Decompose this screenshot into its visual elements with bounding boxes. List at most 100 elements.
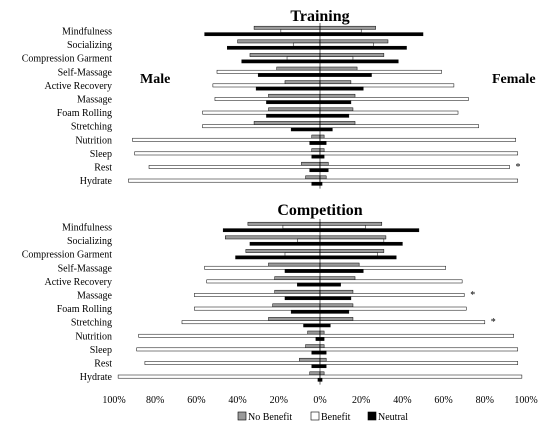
bar-male-benefit-sleep	[134, 151, 321, 156]
bar-female-benefit-sleep	[319, 151, 519, 156]
bar-female-neutral-sleep	[319, 350, 327, 355]
bar-female-benefit-hydrate	[319, 374, 523, 379]
left-group-label: Male	[140, 72, 170, 87]
bar-female-neutral-socializing	[319, 241, 403, 246]
bar-female-neutral-mindfulness	[319, 228, 420, 233]
bar-male-benefit-active-recovery	[212, 83, 321, 88]
category-label-socializing: Socializing	[67, 40, 112, 51]
bar-male-neutral-mindfulness	[222, 228, 321, 233]
legend-swatch-neutral	[367, 411, 377, 421]
bar-female-neutral-compression-garment	[319, 59, 399, 64]
bar-female-neutral-nutrition	[319, 337, 325, 341]
bar-female-no-benefit-rest	[319, 357, 327, 362]
bar-female-benefit-active-recovery	[319, 83, 455, 88]
x-tick-label: 60%	[434, 395, 452, 406]
bar-male-neutral-stretching	[303, 323, 321, 328]
significance-marker: *	[491, 317, 496, 328]
bar-male-no-benefit-nutrition	[311, 134, 321, 139]
panel-title: Competition	[277, 202, 362, 219]
bar-male-benefit-self-massage	[216, 69, 321, 74]
bar-female-benefit-self-massage	[319, 265, 446, 270]
bar-male-benefit-mindfulness	[280, 29, 321, 33]
bar-male-neutral-sleep	[311, 350, 321, 355]
x-tick-label: 80%	[476, 395, 494, 406]
bar-male-no-benefit-stretching	[268, 317, 321, 321]
bar-female-no-benefit-mindfulness	[319, 25, 376, 30]
bar-female-neutral-massage	[319, 100, 352, 105]
category-label-rest: Rest	[94, 359, 112, 370]
legend-label-neutral: Neutral	[378, 412, 408, 423]
panel-title: Training	[290, 8, 349, 25]
bar-female-neutral-active-recovery	[319, 282, 341, 287]
x-tick-label: 100%	[102, 395, 125, 406]
bar-male-neutral-mindfulness	[204, 32, 321, 37]
bar-male-no-benefit-compression-garment	[249, 53, 321, 57]
bar-male-neutral-sleep	[311, 154, 321, 159]
category-label-socializing: Socializing	[67, 236, 112, 247]
bar-female-benefit-nutrition	[319, 137, 516, 142]
bar-female-no-benefit-socializing	[319, 235, 387, 240]
bar-male-neutral-massage	[266, 100, 321, 105]
bar-female-no-benefit-active-recovery	[319, 80, 352, 85]
bar-male-no-benefit-stretching	[253, 121, 321, 125]
bar-male-benefit-massage	[194, 293, 321, 297]
panel-training: Training Male Female Mindfulness Socializing…	[22, 8, 536, 189]
x-tick-label: 60%	[187, 395, 205, 406]
bar-female-benefit-rest	[319, 361, 519, 365]
x-tick-label: 100%	[514, 395, 537, 406]
bar-male-no-benefit-foam-rolling	[268, 107, 321, 112]
bar-female-benefit-active-recovery	[319, 279, 463, 284]
bar-male-benefit-hydrate	[117, 374, 321, 379]
bar-male-no-benefit-compression-garment	[245, 249, 321, 253]
bar-female-no-benefit-foam-rolling	[319, 303, 354, 308]
bar-female-no-benefit-stretching	[319, 317, 354, 321]
significance-marker: *	[470, 290, 475, 301]
bar-male-no-benefit-hydrate	[309, 371, 321, 376]
bar-male-benefit-mindfulness	[282, 225, 321, 229]
bar-female-benefit-rest	[319, 165, 510, 169]
bar-male-no-benefit-massage	[274, 289, 321, 294]
bar-female-benefit-hydrate	[319, 178, 519, 183]
bar-male-no-benefit-active-recovery	[274, 276, 321, 281]
bar-male-benefit-active-recovery	[206, 279, 321, 284]
legend-swatch-benefit	[310, 411, 320, 421]
bar-male-neutral-self-massage	[257, 73, 321, 77]
bar-male-neutral-self-massage	[284, 269, 321, 273]
bar-female-no-benefit-nutrition	[319, 330, 325, 335]
bar-female-neutral-foam-rolling	[319, 113, 350, 118]
bar-female-neutral-massage	[319, 296, 352, 301]
bar-female-neutral-nutrition	[319, 141, 327, 145]
bar-female-benefit-self-massage	[319, 69, 442, 74]
category-label-massage: Massage	[77, 95, 113, 106]
bar-male-no-benefit-sleep	[305, 344, 321, 349]
bar-male-benefit-rest	[144, 361, 321, 365]
category-label-stretching: Stretching	[71, 318, 112, 329]
bar-female-neutral-rest	[319, 364, 327, 369]
bar-male-benefit-self-massage	[204, 265, 321, 270]
bar-female-neutral-self-massage	[319, 269, 364, 273]
bar-male-no-benefit-active-recovery	[284, 80, 321, 85]
bar-female-benefit-mindfulness	[319, 225, 366, 229]
x-axis: 100% 80% 60% 40% 20% 0% 20% 40% 60% 80% 100%	[102, 395, 537, 406]
category-label-self-massage: Self-Massage	[58, 67, 113, 78]
bar-female-neutral-rest	[319, 168, 329, 173]
bar-male-neutral-hydrate	[317, 377, 321, 382]
bar-female-no-benefit-self-massage	[319, 262, 360, 267]
bar-male-benefit-compression-garment	[284, 252, 321, 257]
bar-female-neutral-hydrate	[319, 377, 323, 382]
legend-swatch-no-benefit	[237, 411, 247, 421]
bar-female-no-benefit-hydrate	[319, 175, 327, 180]
bar-female-benefit-stretching	[319, 124, 479, 129]
x-tick-label: 80%	[146, 395, 164, 406]
bar-female-neutral-self-massage	[319, 73, 372, 77]
bar-female-no-benefit-active-recovery	[319, 276, 356, 281]
bar-female-neutral-sleep	[319, 154, 325, 159]
bar-male-benefit-nutrition	[132, 137, 321, 142]
bar-female-benefit-foam-rolling	[319, 110, 459, 115]
bar-female-benefit-foam-rolling	[319, 306, 467, 311]
category-label-hydrate: Hydrate	[80, 372, 113, 383]
x-tick-label: 20%	[270, 395, 288, 406]
bar-female-no-benefit-compression-garment	[319, 53, 385, 57]
bar-male-no-benefit-self-massage	[268, 262, 321, 267]
